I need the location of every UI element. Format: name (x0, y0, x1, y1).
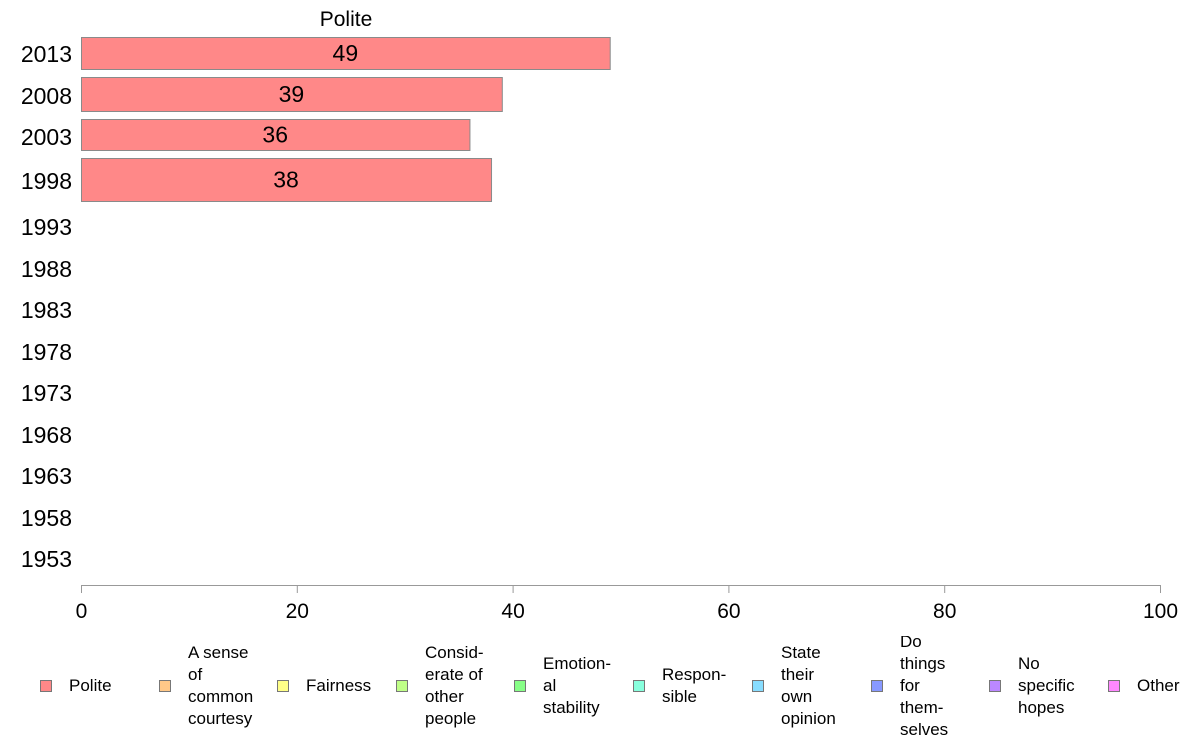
legend-label: No specific hopes (1018, 654, 1075, 717)
legend-item: State their own opinion (752, 636, 836, 736)
bar (81, 37, 611, 70)
y-tick-label: 1988 (21, 256, 72, 282)
legend-swatch (871, 680, 883, 692)
x-tick-label: 60 (717, 600, 740, 623)
legend-swatch (1108, 680, 1120, 692)
data-label: 38 (273, 167, 299, 193)
y-tick-label: 1993 (21, 214, 72, 240)
bar (81, 119, 471, 151)
legend-item: Respon- sible (633, 636, 726, 736)
y-axis-labels: 2013 2008 2003 1998 1993 1988 1983 1978 1973 1968… (21, 41, 72, 572)
legend-swatch (514, 680, 526, 692)
y-tick-label: 2013 (21, 41, 72, 67)
y-tick-label: 1958 (21, 505, 72, 531)
x-axis: 0 20 40 60 80 100 (76, 585, 1178, 623)
x-tick-label: 100 (1143, 600, 1178, 623)
y-tick-label: 2003 (21, 124, 72, 150)
data-label: 49 (333, 40, 359, 66)
data-label: 36 (262, 122, 288, 148)
legend-swatch (159, 680, 171, 692)
legend-label: Respon- sible (662, 665, 727, 706)
x-tick-label: 0 (76, 600, 88, 623)
y-tick-label: 1963 (21, 463, 72, 489)
legend-label: Fairness (306, 676, 372, 695)
x-tick-label: 20 (286, 600, 309, 623)
bars: 49 39 36 38 (81, 37, 611, 202)
x-tick-label: 80 (933, 600, 956, 623)
y-tick-label: 1998 (21, 168, 72, 194)
y-tick-label: 1978 (21, 339, 72, 365)
legend-label: A sense of common courtesy (188, 643, 254, 728)
legend-item: Emotion- al stability (514, 636, 611, 736)
legend-item: Polite (40, 636, 112, 736)
legend-swatch (40, 680, 52, 692)
legend-item: Do things for them- selves (871, 636, 948, 736)
legend-label: Polite (69, 676, 112, 695)
legend-swatch (396, 680, 408, 692)
y-tick-label: 1968 (21, 422, 72, 448)
y-tick-label: 1983 (21, 297, 72, 323)
bar (81, 77, 503, 112)
x-tick-label: 40 (501, 600, 524, 623)
legend-item: No specific hopes (989, 636, 1075, 736)
data-label: 39 (279, 81, 305, 107)
legend-item: Other (1108, 636, 1180, 736)
legend-label: State their own opinion (781, 643, 836, 728)
legend-label: Emotion- al stability (543, 654, 612, 717)
legend-swatch (633, 680, 645, 692)
legend-swatch (277, 680, 289, 692)
legend-swatch (752, 680, 764, 692)
legend-item: Fairness (277, 636, 371, 736)
y-tick-label: 1973 (21, 380, 72, 406)
chart-title: Polite (320, 8, 373, 31)
legend-item: Consid- erate of other people (396, 636, 484, 736)
legend-swatch (989, 680, 1001, 692)
y-tick-label: 2008 (21, 83, 72, 109)
legend-label: Do things for them- selves (900, 636, 949, 736)
legend-label: Other (1137, 676, 1180, 695)
bar-chart: Polite 2013 2008 2003 1998 1993 1988 1983 1978 1… (21, 8, 1178, 623)
legend: Polite A sense of common courtesy Fairness… (0, 636, 1188, 736)
y-tick-label: 1953 (21, 546, 72, 572)
bar (81, 158, 493, 202)
legend-item: A sense of common courtesy (159, 636, 253, 736)
legend-label: Consid- erate of other people (425, 643, 484, 728)
